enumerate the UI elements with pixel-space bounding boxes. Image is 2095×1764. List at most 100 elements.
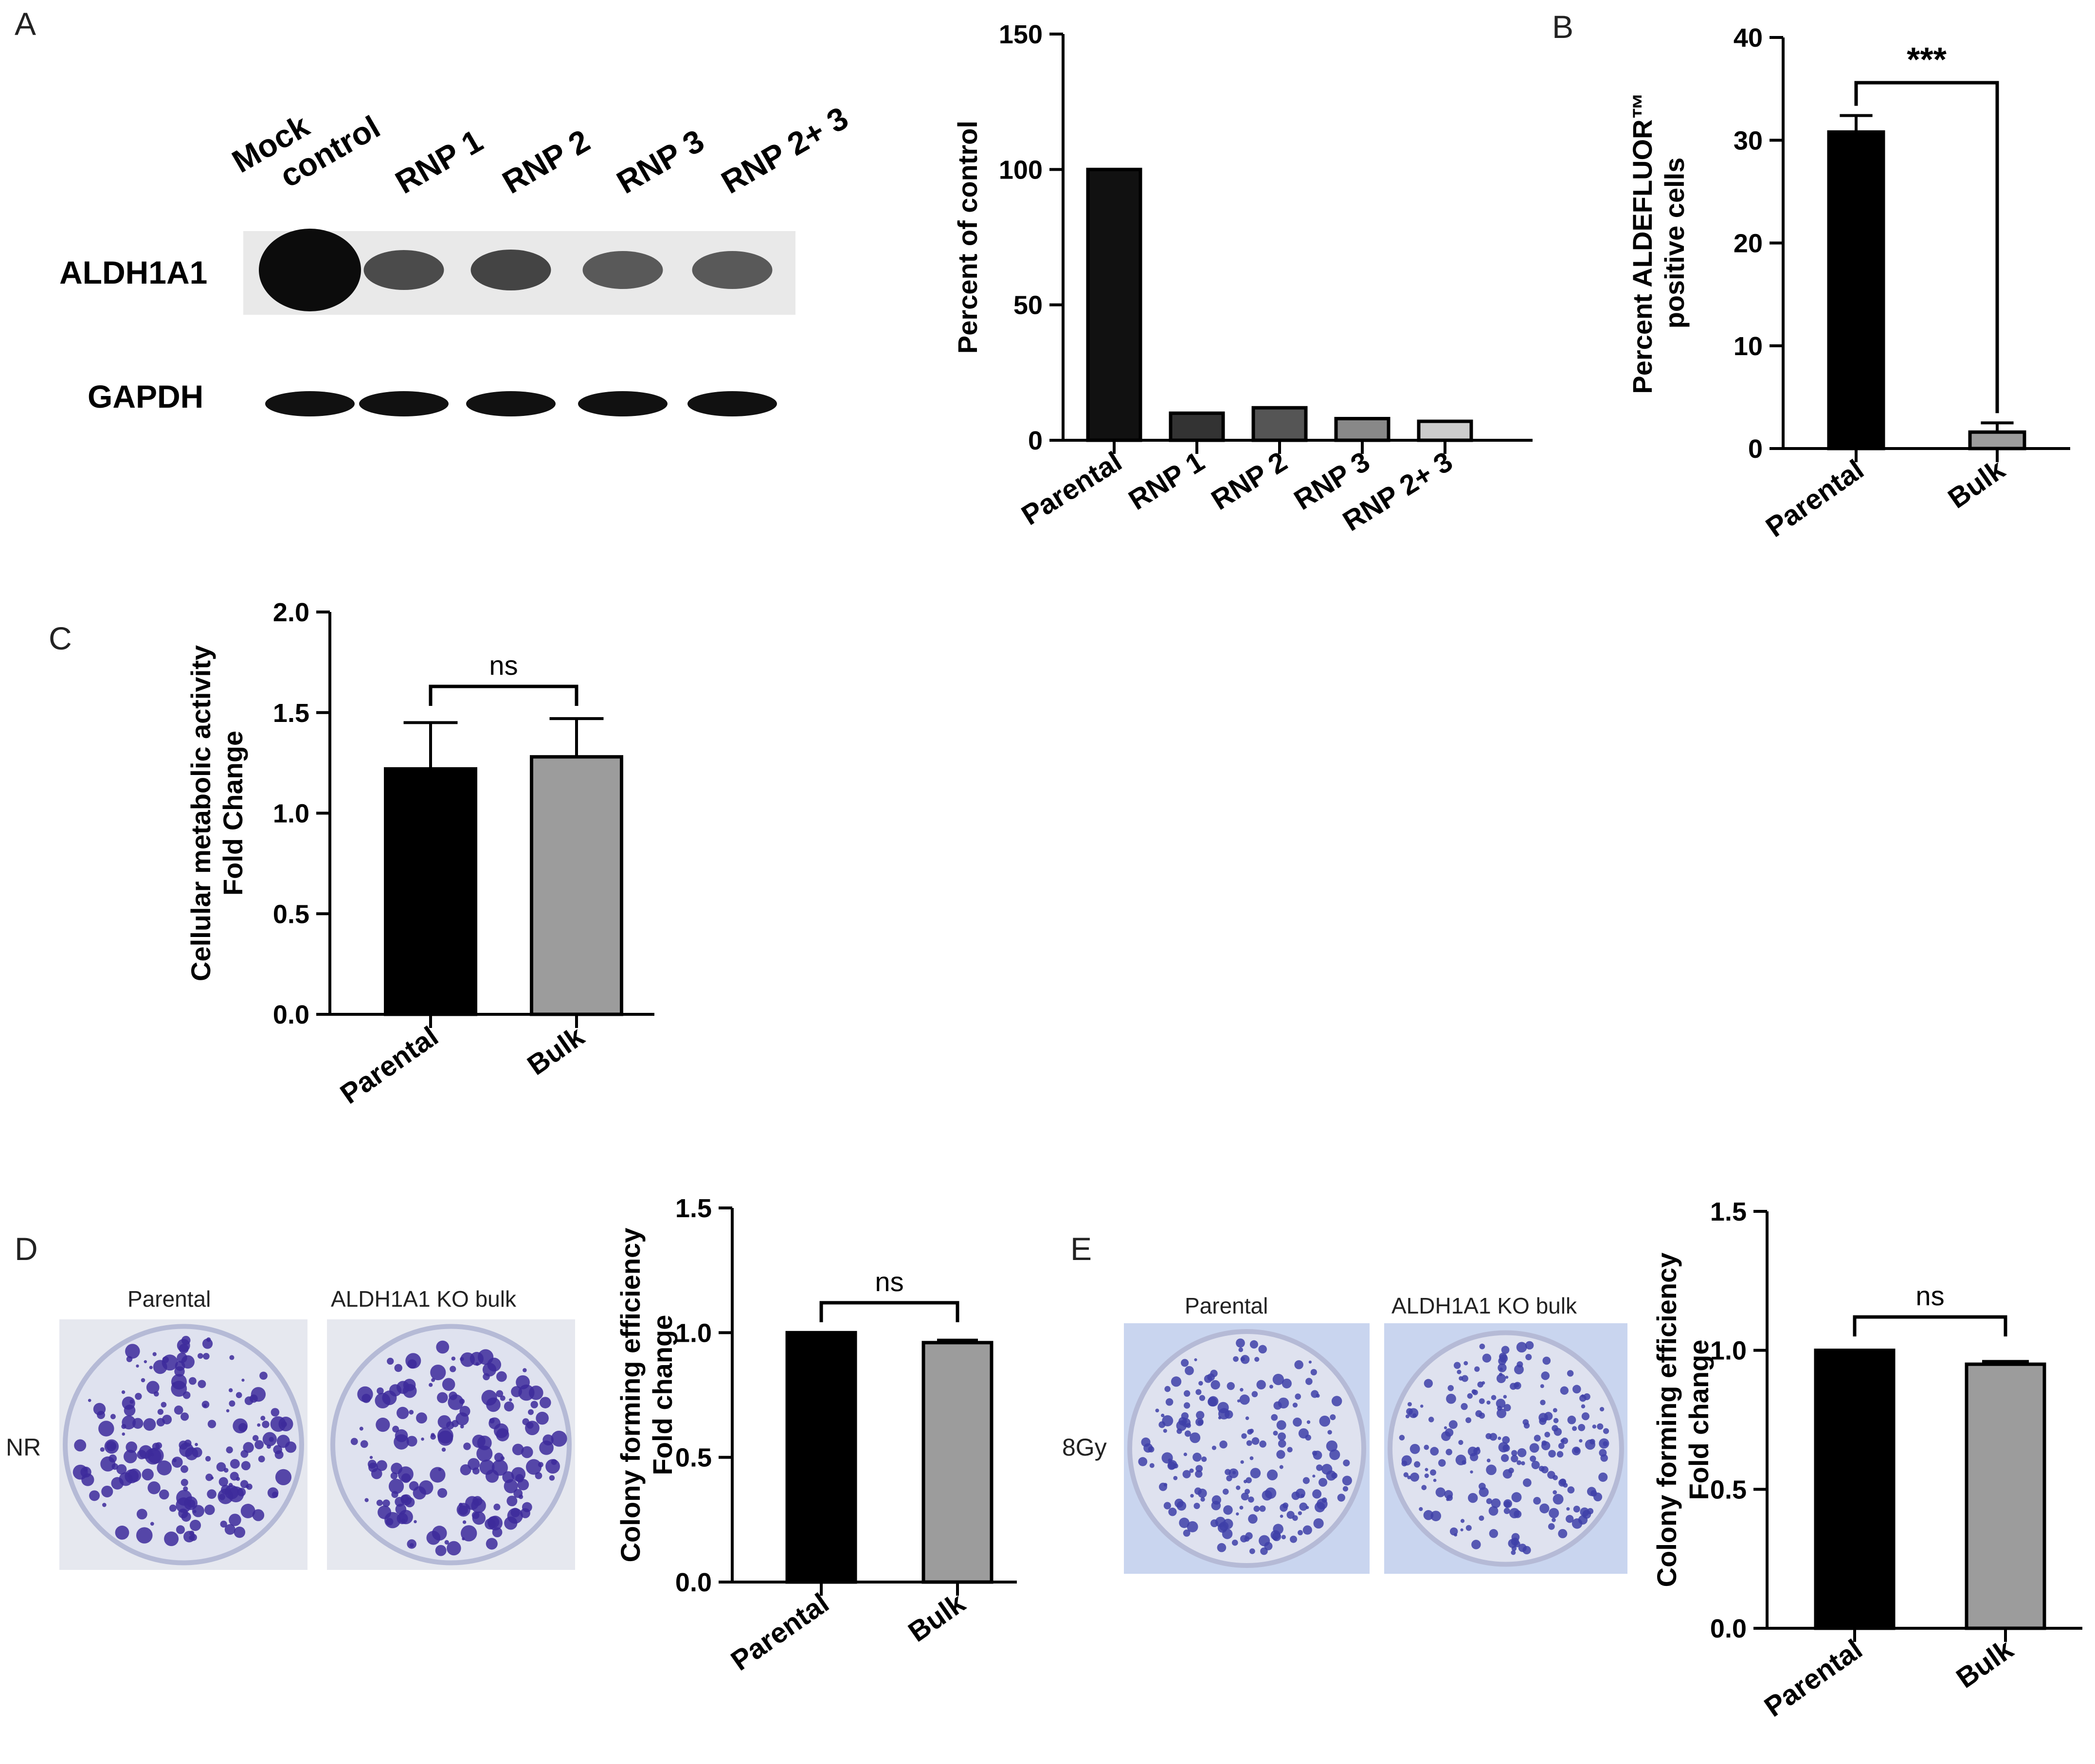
colony <box>1183 1530 1191 1537</box>
colony <box>460 1357 464 1361</box>
colony <box>1470 1470 1473 1474</box>
colony <box>1518 1544 1527 1552</box>
blot-row-label-aldh1a1: ALDH1A1 <box>59 254 207 290</box>
colony <box>1599 1406 1605 1412</box>
colony <box>357 1386 373 1403</box>
blot-lane-label: RNP 2+ 3 <box>715 100 854 200</box>
colony <box>1504 1501 1511 1508</box>
colony <box>176 1497 192 1513</box>
y-axis-label: Colony forming efficiency <box>1651 1253 1682 1587</box>
colony <box>460 1525 477 1542</box>
colony <box>169 1504 177 1512</box>
colony <box>1523 1422 1530 1429</box>
colony <box>1467 1393 1473 1399</box>
colony <box>1176 1501 1187 1511</box>
y-tick-label: 0.0 <box>675 1568 712 1597</box>
row-label-8gy: 8Gy <box>1062 1434 1107 1461</box>
colony <box>220 1520 227 1528</box>
colony <box>1319 1415 1331 1427</box>
colony <box>1313 1518 1324 1529</box>
colony <box>1329 1449 1340 1460</box>
colony <box>1582 1510 1591 1519</box>
colony <box>1292 1403 1298 1408</box>
colony <box>1294 1360 1303 1369</box>
colony <box>1236 1485 1241 1490</box>
colony <box>350 1438 358 1445</box>
colony <box>1403 1472 1409 1477</box>
colony <box>384 1512 401 1529</box>
colony <box>171 1374 187 1390</box>
colony <box>1193 1502 1200 1510</box>
colony <box>451 1356 456 1361</box>
colony <box>1192 1452 1202 1462</box>
y-axis-label: Fold Change <box>217 731 248 896</box>
colony <box>125 1344 140 1359</box>
colony <box>1239 1506 1244 1510</box>
colony <box>1219 1521 1229 1531</box>
colony <box>486 1538 498 1550</box>
colony <box>472 1434 486 1448</box>
y-tick-label: 1.0 <box>1710 1336 1747 1366</box>
panel-letter-a: A <box>15 6 36 42</box>
colony <box>152 1352 157 1356</box>
colony <box>1276 1450 1285 1459</box>
colony <box>475 1362 479 1366</box>
colony <box>1502 1436 1510 1444</box>
bar <box>1251 406 1308 442</box>
colony <box>536 1411 549 1425</box>
colony <box>1326 1440 1338 1452</box>
colony <box>1176 1420 1187 1431</box>
colony <box>1517 1460 1522 1465</box>
colony <box>1293 1417 1302 1427</box>
colony <box>89 1490 100 1501</box>
colony <box>1553 1408 1557 1413</box>
colony <box>455 1412 469 1426</box>
blot-lane-label: RNP 1 <box>389 122 488 200</box>
colony <box>150 1522 154 1526</box>
colony <box>237 1488 246 1496</box>
colony <box>1236 1338 1245 1348</box>
colony <box>414 1520 417 1524</box>
colony <box>1441 1431 1451 1441</box>
y-tick-label: 0 <box>1748 434 1763 464</box>
y-tick-label: 1.0 <box>675 1318 712 1348</box>
colony <box>1475 1410 1482 1417</box>
colony <box>226 1409 230 1413</box>
colony <box>1500 1454 1509 1462</box>
bar <box>1827 130 1885 450</box>
colony <box>437 1427 453 1444</box>
colony <box>1199 1395 1206 1401</box>
colony <box>430 1434 436 1440</box>
colony <box>1448 1420 1458 1429</box>
colony <box>1217 1543 1227 1552</box>
colony <box>1247 1429 1253 1435</box>
colony <box>1479 1343 1485 1350</box>
x-tick-label: Bulk <box>1951 1633 2019 1694</box>
colony <box>1445 1448 1452 1456</box>
colony <box>1310 1368 1317 1376</box>
colony <box>1163 1483 1168 1487</box>
colony <box>221 1485 231 1495</box>
colony <box>189 1519 201 1531</box>
colony <box>1236 1512 1239 1516</box>
colony <box>1468 1493 1478 1503</box>
colony <box>1525 1353 1532 1361</box>
y-axis-label: Colony forming efficiency <box>615 1228 646 1563</box>
colony <box>1173 1476 1178 1480</box>
colony <box>1189 1468 1194 1473</box>
panel-letter-e: E <box>1070 1231 1092 1267</box>
colony <box>1424 1444 1429 1450</box>
colony <box>1581 1394 1585 1398</box>
colony <box>1430 1447 1439 1456</box>
colony <box>1149 1463 1155 1468</box>
colony <box>1211 1445 1216 1450</box>
colony <box>153 1360 167 1374</box>
colony <box>441 1447 446 1452</box>
bar <box>1169 411 1225 442</box>
plate-label-parental-8gy: Parental <box>1185 1293 1268 1318</box>
culture-plate <box>330 1324 572 1566</box>
colony <box>395 1503 407 1515</box>
colony <box>1201 1456 1207 1462</box>
colony <box>1298 1530 1303 1535</box>
colony <box>149 1366 153 1369</box>
